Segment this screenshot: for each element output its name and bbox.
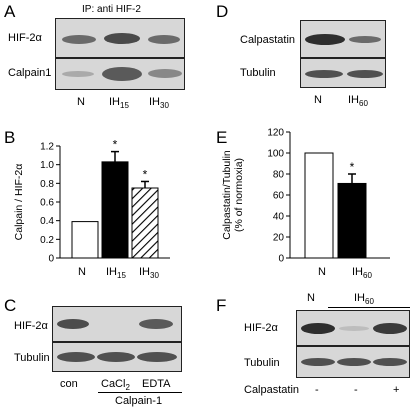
panel-e-chart: 0 20 40 60 80 100 120 * Calpastatin/Tubulin (% of… [221, 128, 390, 265]
panel-c-blot-hif2a [52, 306, 182, 342]
y-tick-label-B-6: 1.2 [40, 142, 54, 153]
panel-f-calpastatin-lane2: - [354, 384, 358, 396]
y-tick-label-B-4: 0.8 [40, 179, 54, 190]
y-tick-label-B-1: 0.2 [40, 235, 54, 246]
panel-f-calpastatin-lane1: - [315, 384, 319, 396]
panel-d-row-label-tubulin: Tubulin [240, 67, 276, 79]
y-tick-label-E-0: 0 [278, 254, 284, 265]
panel-e-xlabel-ih60: IH60 [352, 266, 372, 281]
significance-B-2: * [143, 167, 148, 181]
panel-b-xlabel-ih15: IH15 [106, 266, 126, 281]
panel-a-row-label-hif2a: HIF-2α [8, 32, 42, 44]
panel-d-row-label-calpastatin: Calpastatin [240, 34, 296, 46]
y-axis-label-group-E: Calpastatin/Tubulin (% of normoxia) [221, 150, 245, 240]
panel-d-label: D [216, 2, 229, 21]
panel-a-blot-calpain1 [55, 58, 185, 90]
panel-c-row-label-tubulin: Tubulin [14, 352, 50, 364]
panel-b-xlabel-ih30: IH30 [139, 266, 159, 281]
y-axis-label-E-1: (% of normoxia) [233, 158, 245, 232]
panel-d-blot-tubulin [300, 58, 386, 88]
panel-f-blot-tubulin [296, 346, 410, 378]
y-tick-label-E-6: 120 [267, 128, 284, 139]
panel-f-group-line [328, 307, 410, 308]
y-tick-label-B-2: 0.4 [40, 216, 54, 227]
bar-E-1 [337, 182, 367, 259]
panel-c-lane-con: con [60, 378, 78, 390]
panel-f-blot-hif2a [296, 310, 410, 346]
y-tick-label-E-3: 60 [273, 191, 285, 202]
panel-e-label: E [216, 128, 228, 147]
panel-c-group-line [98, 392, 182, 393]
panel-a-lane-ih15: IH15 [109, 96, 129, 111]
panel-f-row-label-hif2a: HIF-2α [244, 322, 278, 334]
panel-d-lane-n: N [314, 94, 322, 106]
panel-a-lane-n: N [77, 96, 85, 108]
panel-c-blot-tubulin [52, 342, 182, 372]
panel-c-row-label-hif2a: HIF-2α [14, 320, 48, 332]
y-axis-label-E-0: Calpastatin/Tubulin [221, 150, 233, 240]
bar-B-0 [71, 221, 99, 259]
panel-a-lane-ih30: IH30 [149, 96, 169, 111]
panel-f-calpastatin-lane3: + [393, 384, 400, 396]
panel-f-top-label-ih60: IH60 [354, 292, 374, 307]
y-axis-label-group-B: Calpain / HIF-2α [13, 164, 25, 241]
panel-b-label: B [4, 128, 16, 147]
panel-b-xlabel-n: N [78, 266, 86, 278]
panel-c-label: C [4, 296, 17, 315]
panel-d-lane-ih60: IH60 [348, 94, 368, 109]
y-tick-label-B-0: 0 [48, 254, 54, 265]
y-tick-label-E-2: 40 [273, 212, 285, 223]
panel-d-blot-calpastatin [300, 20, 386, 58]
panel-b-chart: 0 0.2 0.4 0.6 0.8 1.0 1.2 * * Calpain / HIF-2α [13, 138, 170, 265]
panel-f-top-label-n: N [307, 292, 315, 304]
panel-f-label: F [216, 296, 227, 315]
panel-a-row-label-calpain1: Calpain1 [8, 67, 52, 79]
significance-E-1: * [350, 160, 355, 174]
panel-c-lane-cacl2: CaCl2 [101, 378, 130, 393]
panel-c-lane-edta: EDTA [142, 378, 171, 390]
y-tick-label-B-3: 0.6 [40, 198, 54, 209]
panel-a-label: A [4, 2, 16, 21]
panel-a-ip-label: IP: anti HIF-2 [82, 4, 141, 15]
y-tick-label-E-1: 20 [273, 233, 285, 244]
bar-E-0 [304, 152, 334, 259]
panel-e-xlabel-n: N [318, 266, 326, 278]
y-tick-label-E-5: 100 [267, 149, 284, 160]
bar-B-2 [131, 187, 159, 259]
panel-c-group-label: Calpain-1 [115, 395, 163, 407]
panel-f-row-label-tubulin: Tubulin [244, 357, 280, 369]
significance-B-1: * [113, 138, 118, 152]
bar-B-1 [101, 161, 129, 259]
panel-a-blot-hif2a [55, 18, 185, 58]
y-tick-label-E-4: 80 [273, 170, 285, 181]
y-tick-label-B-5: 1.0 [40, 160, 54, 171]
y-axis-label-B-0: Calpain / HIF-2α [13, 164, 25, 241]
panel-f-row3-label: Calpastatin [244, 384, 300, 396]
